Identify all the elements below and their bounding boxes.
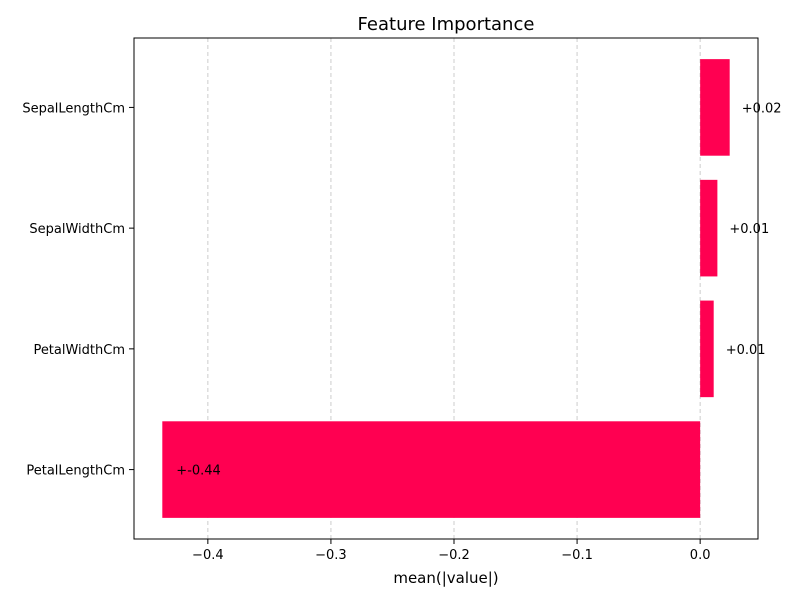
x-tick-label: −0.3 [315,548,347,563]
bars [162,59,730,518]
bar-value-label: +-0.44 [176,464,221,479]
chart-title: Feature Importance [358,14,535,35]
bar-value-label: +0.01 [726,343,766,358]
x-axis-ticks: −0.4 −0.3 −0.2 −0.1 0.0 [192,539,710,563]
x-tick-label: −0.4 [192,548,224,563]
bar [700,59,730,156]
x-tick-label: 0.0 [690,548,711,563]
x-tick-label: −0.1 [561,548,593,563]
bar [700,179,718,277]
bar-value-label: +0.02 [742,101,782,116]
x-tick-label: −0.2 [438,548,470,563]
y-tick-label: SepalLengthCm [22,101,125,116]
y-axis-ticks: SepalLengthCm SepalWidthCm PetalWidthCm Pet… [22,101,134,479]
plot-frame [133,37,759,540]
bar-value-label: +0.01 [729,222,769,237]
y-tick-label: PetalLengthCm [26,464,125,479]
bar [700,300,714,398]
x-axis-label: mean(|value|) [393,569,498,587]
bar [162,421,701,518]
y-tick-label: PetalWidthCm [33,343,125,358]
y-tick-label: SepalWidthCm [29,222,125,237]
data-labels: +0.02 +0.01 +0.01 +-0.44 [176,101,781,478]
